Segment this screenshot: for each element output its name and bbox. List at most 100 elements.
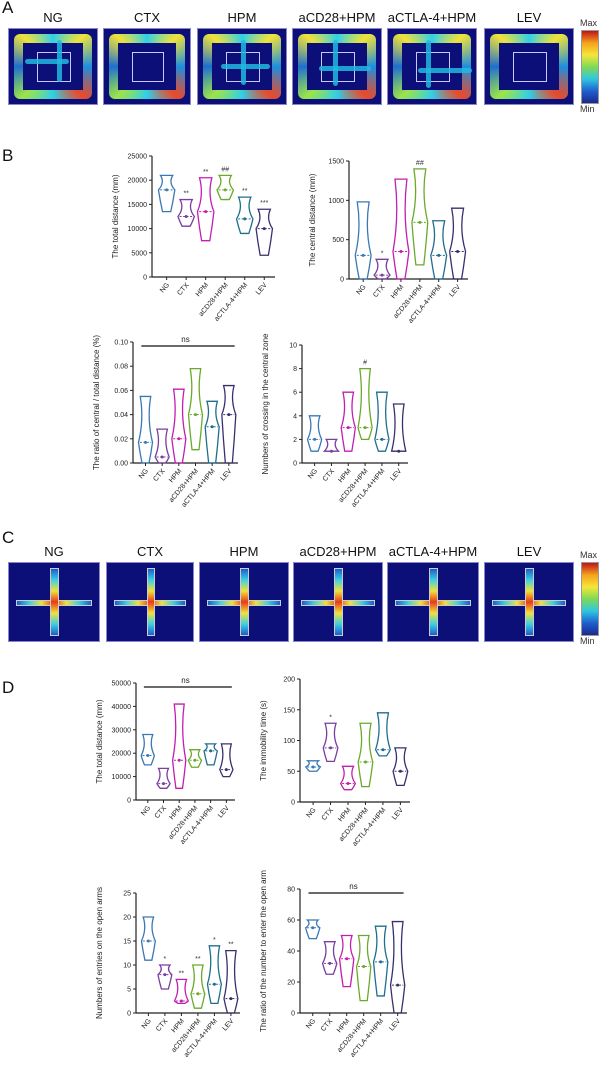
panel-label-a: A	[2, 0, 14, 17]
significance-label: **	[195, 956, 201, 963]
y-tick-label: 0	[143, 275, 147, 282]
median-point	[361, 253, 365, 257]
violin-acd28-hpm	[357, 722, 374, 788]
panel-label-c: C	[2, 528, 15, 547]
violin-ng	[157, 174, 176, 213]
x-tick-label: NG	[307, 468, 319, 481]
y-tick-label: 40000	[112, 704, 132, 711]
y-tick-label: 50	[287, 769, 295, 776]
open-field-heatmap	[103, 28, 191, 105]
x-tick-label: NG	[141, 1018, 153, 1031]
median-point	[146, 939, 150, 943]
chart-b1: 0 5000 10000 15000 20000 25000 The total dista…	[111, 154, 275, 323]
x-tick-label: LEV	[391, 807, 405, 822]
y-tick-label: 4	[293, 413, 297, 420]
x-tick-label: LEV	[448, 284, 462, 299]
violin-lev	[389, 920, 406, 1014]
x-tick-label: CTX	[155, 1018, 170, 1033]
median-point	[223, 188, 227, 192]
y-axis-label: The central distance (mm)	[308, 173, 317, 266]
violin-ng	[306, 415, 323, 452]
heatmap-title: NG	[43, 10, 63, 25]
x-tick-label: LEV	[217, 805, 231, 820]
y-tick-label: 0	[127, 1011, 131, 1018]
median-point	[363, 760, 367, 764]
x-tick-label: NG	[159, 282, 171, 295]
heatmap-title: CTX	[134, 10, 160, 25]
y-tick-label: 6	[293, 390, 297, 397]
violin-actla-4-hpm	[430, 220, 448, 280]
median-point	[380, 437, 384, 441]
x-tick-label: LEV	[222, 1018, 236, 1033]
median-point	[346, 426, 350, 430]
median-point	[262, 227, 266, 231]
y-axis-label: The total distance (mm)	[111, 174, 120, 258]
y-axis-label: Numbers of entries on the open arms	[95, 887, 104, 1019]
median-point	[194, 413, 197, 417]
y-tick-label: 0.10	[114, 340, 128, 347]
x-tick-label: CTX	[320, 1018, 335, 1033]
median-point	[224, 768, 228, 772]
significance-label: ***	[260, 200, 268, 207]
x-tick-label: CTX	[321, 807, 336, 822]
x-tick-label: LEV	[389, 468, 403, 483]
open-field-heatmap	[292, 28, 382, 105]
y-tick-label: 0	[340, 277, 344, 284]
median-point	[345, 957, 349, 961]
heatmap-title: LEV	[516, 544, 542, 559]
y-tick-label: 60	[287, 918, 295, 925]
significance-label: #	[363, 360, 367, 367]
y-tick-label: 0	[291, 1011, 295, 1018]
median-point	[363, 426, 367, 430]
panel-label-d: D	[2, 678, 15, 697]
significance-label: **	[203, 169, 209, 176]
median-point	[163, 973, 167, 977]
median-point	[179, 999, 183, 1003]
median-point	[362, 965, 366, 968]
y-tick-label: 10000	[112, 774, 132, 781]
median-point	[418, 220, 422, 224]
y-tick-label: 20	[123, 915, 131, 922]
heatmap-title: aCTLA-4+HPM	[388, 544, 478, 559]
violin-acd28-hpm	[216, 174, 235, 201]
colorbar-c-min: Min	[580, 636, 595, 646]
chart-d1: 0 10000 20000 30000 40000 50000 The total dist…	[95, 676, 235, 846]
significance-label: **	[242, 188, 248, 195]
y-tick-label: 15000	[128, 202, 148, 209]
heatmap-title: LEV	[516, 10, 542, 25]
violin-actla-4-hpm	[372, 925, 389, 997]
median-point	[311, 765, 315, 769]
plus-maze-heatmap	[199, 562, 289, 642]
violin-hpm	[173, 978, 190, 1005]
violin-acd28-hpm	[187, 367, 204, 451]
violin-ctx	[322, 438, 341, 452]
median-point	[193, 758, 197, 762]
median-point	[437, 253, 441, 257]
y-tick-label: 0	[127, 798, 131, 805]
violin-ng	[137, 395, 154, 464]
median-point	[396, 983, 400, 987]
median-point	[177, 437, 181, 441]
chart-b3: 0.00 0.02 0.04 0.06 0.08 0.10 The ratio of cen…	[92, 335, 238, 509]
significance-label: **	[179, 970, 185, 977]
plus-maze-heatmap	[387, 562, 479, 642]
y-tick-label: 80	[287, 887, 295, 894]
y-tick-label: 1500	[328, 159, 344, 166]
x-tick-label: HPM	[195, 282, 210, 299]
ns-label: ns	[181, 676, 189, 685]
chart-d2: 0 50 100 150 200 The immobility time (s) NG CTX…	[259, 677, 410, 848]
violin-acd28-hpm	[355, 934, 372, 1002]
significance-label: *	[213, 937, 216, 944]
y-tick-label: 0.08	[114, 364, 128, 371]
x-tick-label: HPM	[390, 284, 405, 301]
median-point	[204, 210, 208, 214]
median-point	[160, 455, 164, 459]
heatmap-title: aCD28+HPM	[298, 10, 376, 25]
y-tick-label: 8	[293, 366, 297, 373]
median-point	[209, 749, 213, 753]
x-tick-label: NG	[140, 805, 152, 818]
median-point	[144, 440, 147, 444]
x-tick-label: CTX	[322, 468, 337, 483]
